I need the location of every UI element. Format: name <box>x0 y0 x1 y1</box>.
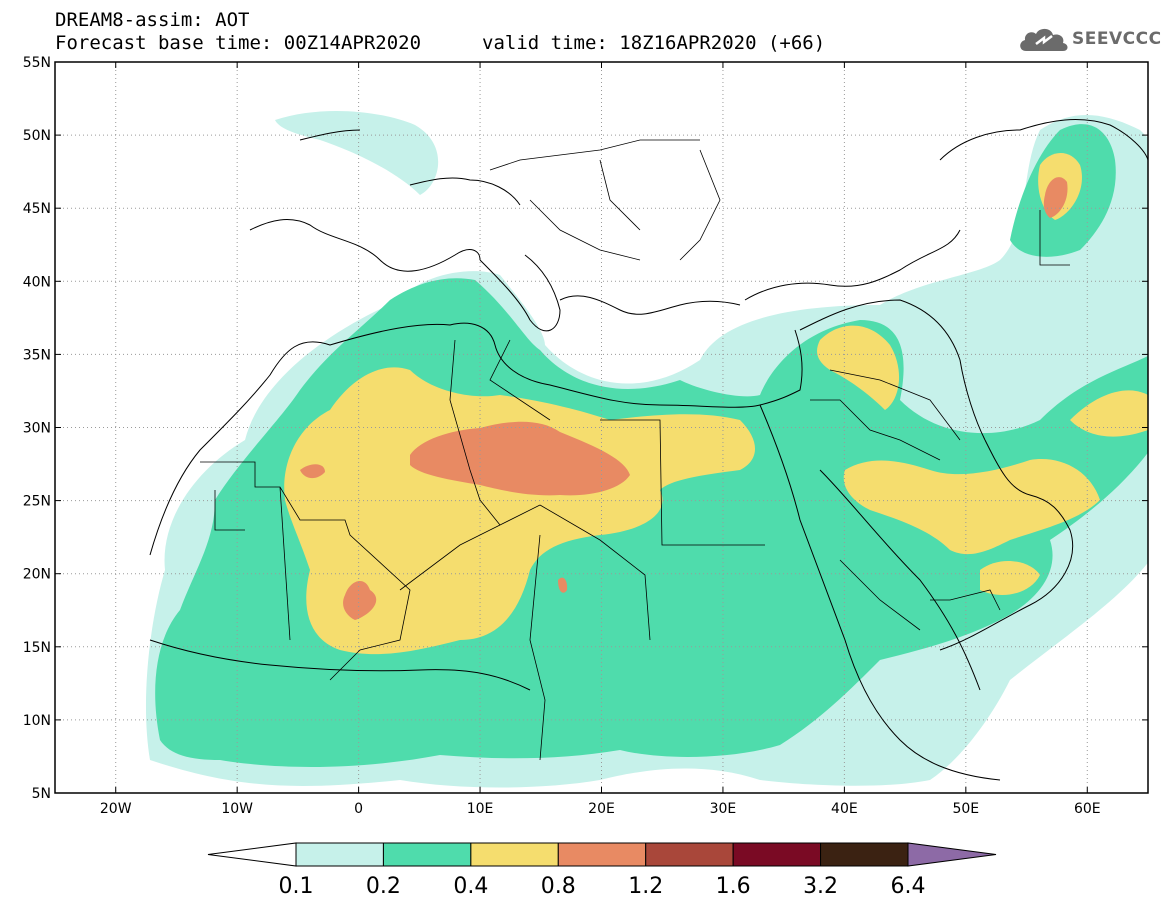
longitude-labels: 20W 10W 0 10E 20E 30E 40E 50E 60E <box>100 801 1101 817</box>
lon-tick-label: 40E <box>831 801 858 817</box>
lon-tick-label: 20E <box>588 801 615 817</box>
lat-tick-label: 30N <box>23 421 51 437</box>
colorbar-label: 0.2 <box>366 874 401 899</box>
lon-tick-label: 60E <box>1074 801 1101 817</box>
colorbar-label: 0.1 <box>279 874 314 899</box>
colorbar-label: 1.6 <box>716 874 751 899</box>
lat-tick-label: 50N <box>23 128 51 144</box>
logo-text: SEEVCCC <box>1072 29 1162 49</box>
colorbar: 0.1 0.2 0.4 0.8 1.2 1.6 3.2 6.4 <box>207 842 997 899</box>
lon-tick-label: 10W <box>221 801 253 817</box>
lon-tick-label: 30E <box>710 801 737 817</box>
colorbar-swatch <box>732 842 822 867</box>
lat-tick-label: 25N <box>23 494 51 510</box>
plot-area <box>55 62 1148 793</box>
colorbar-label: 1.2 <box>628 874 663 899</box>
latitude-labels: 55N 50N 45N 40N 35N 30N 25N 20N 15N 10N 5N <box>23 55 51 802</box>
map-title: DREAM8-assim: AOT <box>55 9 250 31</box>
colorbar-label: 0.8 <box>541 874 576 899</box>
lat-tick-label: 55N <box>23 55 51 71</box>
lon-tick-label: 0 <box>354 801 363 817</box>
colorbar-high-arrow <box>907 842 997 867</box>
colorbar-swatch <box>645 842 734 867</box>
colorbar-label: 6.4 <box>891 874 926 899</box>
cloud-icon <box>1020 28 1068 51</box>
country-borders <box>200 139 1070 761</box>
lon-tick-label: 10E <box>467 801 494 817</box>
lon-tick-label: 20W <box>100 801 132 817</box>
coastlines <box>149 119 1148 781</box>
lat-tick-label: 5N <box>32 786 51 802</box>
colorbar-swatch <box>557 842 647 867</box>
lat-tick-label: 40N <box>23 274 51 290</box>
seevccc-logo: SEEVCCC <box>1018 24 1161 56</box>
colorbar-label: 0.4 <box>453 874 488 899</box>
lat-tick-label: 45N <box>23 201 51 217</box>
colorbar-low-arrow <box>207 842 297 867</box>
lat-tick-label: 35N <box>23 347 51 363</box>
colorbar-swatch <box>470 842 559 867</box>
forecast-base-time: Forecast base time: 00Z14APR2020 <box>55 32 422 54</box>
lat-tick-label: 10N <box>23 713 51 729</box>
lat-tick-label: 15N <box>23 640 51 656</box>
lon-tick-label: 50E <box>952 801 979 817</box>
colorbar-swatch <box>382 842 472 867</box>
colorbar-label: 3.2 <box>803 874 838 899</box>
lat-tick-label: 20N <box>23 567 51 583</box>
axis-ticks <box>55 61 1148 794</box>
colorbar-swatch <box>820 842 909 867</box>
aot-contour-0.8 <box>300 177 1068 620</box>
valid-time: valid time: 18Z16APR2020 (+66) <box>482 32 826 54</box>
colorbar-swatch <box>295 842 384 867</box>
